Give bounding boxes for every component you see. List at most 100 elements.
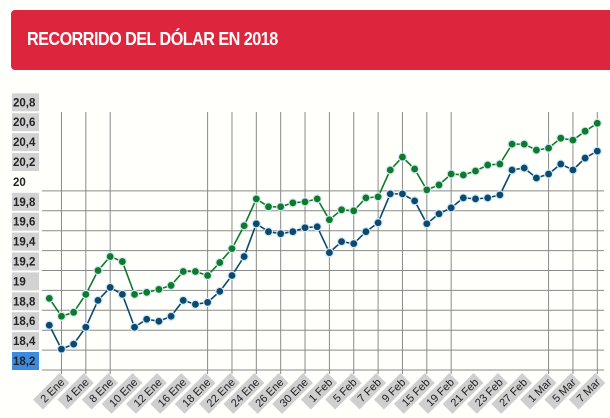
y-tick-label-bg [12, 93, 39, 112]
blue-data-point [276, 229, 286, 239]
blue-data-point [458, 193, 468, 203]
blue-data-point [215, 286, 225, 296]
green-data-point [519, 139, 529, 149]
y-tick-label-bg [12, 133, 39, 152]
blue-data-point [361, 227, 371, 237]
green-data-point [543, 143, 554, 153]
green-data-point [446, 169, 456, 179]
blue-data-point [142, 314, 152, 324]
y-tick-label-bg [12, 192, 39, 211]
blue-data-point [592, 146, 602, 156]
green-data-point [568, 135, 578, 145]
y-tick-label: 19,8 [13, 197, 36, 209]
blue-data-point [385, 189, 395, 199]
green-data-point [215, 257, 225, 268]
y-tick-label: 19,4 [13, 237, 36, 249]
green-data-point [276, 202, 286, 212]
blue-data-point [349, 239, 359, 249]
green-data-point [458, 170, 468, 180]
green-data-point [227, 244, 237, 254]
blue-data-point [470, 194, 481, 204]
x-tick-label-bg [491, 373, 533, 414]
blue-data-point [129, 322, 140, 332]
blue-data-point [69, 339, 79, 349]
x-tick-label-bg [325, 373, 362, 410]
green-data-point [507, 139, 517, 149]
blue-data-point [556, 159, 566, 169]
x-tick-label-bg [223, 373, 265, 414]
green-data-point [129, 289, 140, 299]
green-data-point [312, 194, 322, 204]
y-tick-label: 19,6 [13, 217, 35, 229]
y-tick-label: 20,2 [13, 157, 35, 169]
x-tick-label-bg [272, 373, 313, 414]
blue-data-point [56, 344, 67, 354]
y-tick-label-bg [12, 153, 39, 171]
green-data-point [580, 126, 590, 136]
x-tick-label-bg [544, 373, 581, 410]
blue-data-point [251, 219, 261, 229]
x-tick-label-bg [568, 373, 606, 410]
green-data-point [385, 165, 395, 175]
y-tick-label-bg [12, 352, 39, 370]
green-data-point [178, 266, 188, 277]
x-tick-label-bg [349, 373, 387, 410]
blue-data-point [434, 209, 444, 219]
blue-data-point [568, 165, 578, 175]
y-tick-label: 20 [13, 177, 26, 189]
y-tick-label: 18,8 [13, 296, 36, 308]
green-data-point [470, 166, 481, 176]
blue-data-point [239, 251, 249, 262]
y-tick-label: 20,6 [13, 117, 35, 129]
blue-data-point [203, 297, 213, 307]
blue-data-point [495, 190, 505, 200]
green-data-point [483, 160, 493, 170]
x-tick-label-bg [101, 373, 143, 414]
x-tick-label-bg [33, 373, 70, 410]
y-tick-label: 19,2 [13, 257, 35, 269]
y-tick-label: 18,6 [13, 316, 35, 328]
title-banner: RECORRIDO DEL DÓLAR EN 2018 [11, 10, 610, 70]
x-tick-label-bg [174, 373, 216, 414]
y-tick-label: 20,8 [13, 97, 36, 109]
y-tick-label-bg [12, 312, 39, 331]
green-data-point [288, 198, 298, 208]
blue-data-point [166, 311, 176, 321]
y-tick-label-bg [12, 232, 39, 251]
green-data-point [556, 133, 566, 143]
green-data-point [69, 307, 79, 317]
blue-data-point [483, 193, 493, 203]
blue-data-point [227, 270, 237, 281]
x-tick-label-bg [125, 373, 167, 414]
blue-data-point [373, 218, 383, 228]
blue-data-point [44, 320, 54, 330]
green-data-point [410, 164, 420, 174]
blue-data-point [410, 196, 420, 206]
y-tick-label-bg [12, 292, 39, 311]
green-series-line [48, 122, 598, 318]
green-data-point [166, 280, 176, 291]
green-data-point [373, 192, 383, 202]
blue-data-point [580, 153, 590, 163]
x-tick-label-bg [442, 373, 484, 414]
y-tick-label-bg [12, 252, 39, 271]
green-data-point [44, 293, 54, 303]
x-tick-label-bg [418, 373, 460, 414]
x-tick-label-bg [300, 373, 338, 410]
x-tick-label-bg [247, 373, 289, 414]
blue-data-point [117, 289, 127, 299]
y-tick-label-bg [12, 212, 39, 231]
green-data-point [154, 284, 164, 295]
blue-data-point [336, 237, 347, 247]
blue-data-point [300, 223, 310, 233]
blue-data-point [190, 299, 201, 309]
blue-data-point [312, 222, 322, 232]
green-data-point [239, 221, 249, 231]
green-data-point [422, 185, 432, 195]
chart-title: RECORRIDO DEL DÓLAR EN 2018 [27, 29, 278, 49]
green-data-point [93, 265, 103, 276]
green-data-point [56, 311, 67, 321]
blue-series-line [48, 150, 598, 351]
x-tick-label-bg [466, 373, 508, 414]
